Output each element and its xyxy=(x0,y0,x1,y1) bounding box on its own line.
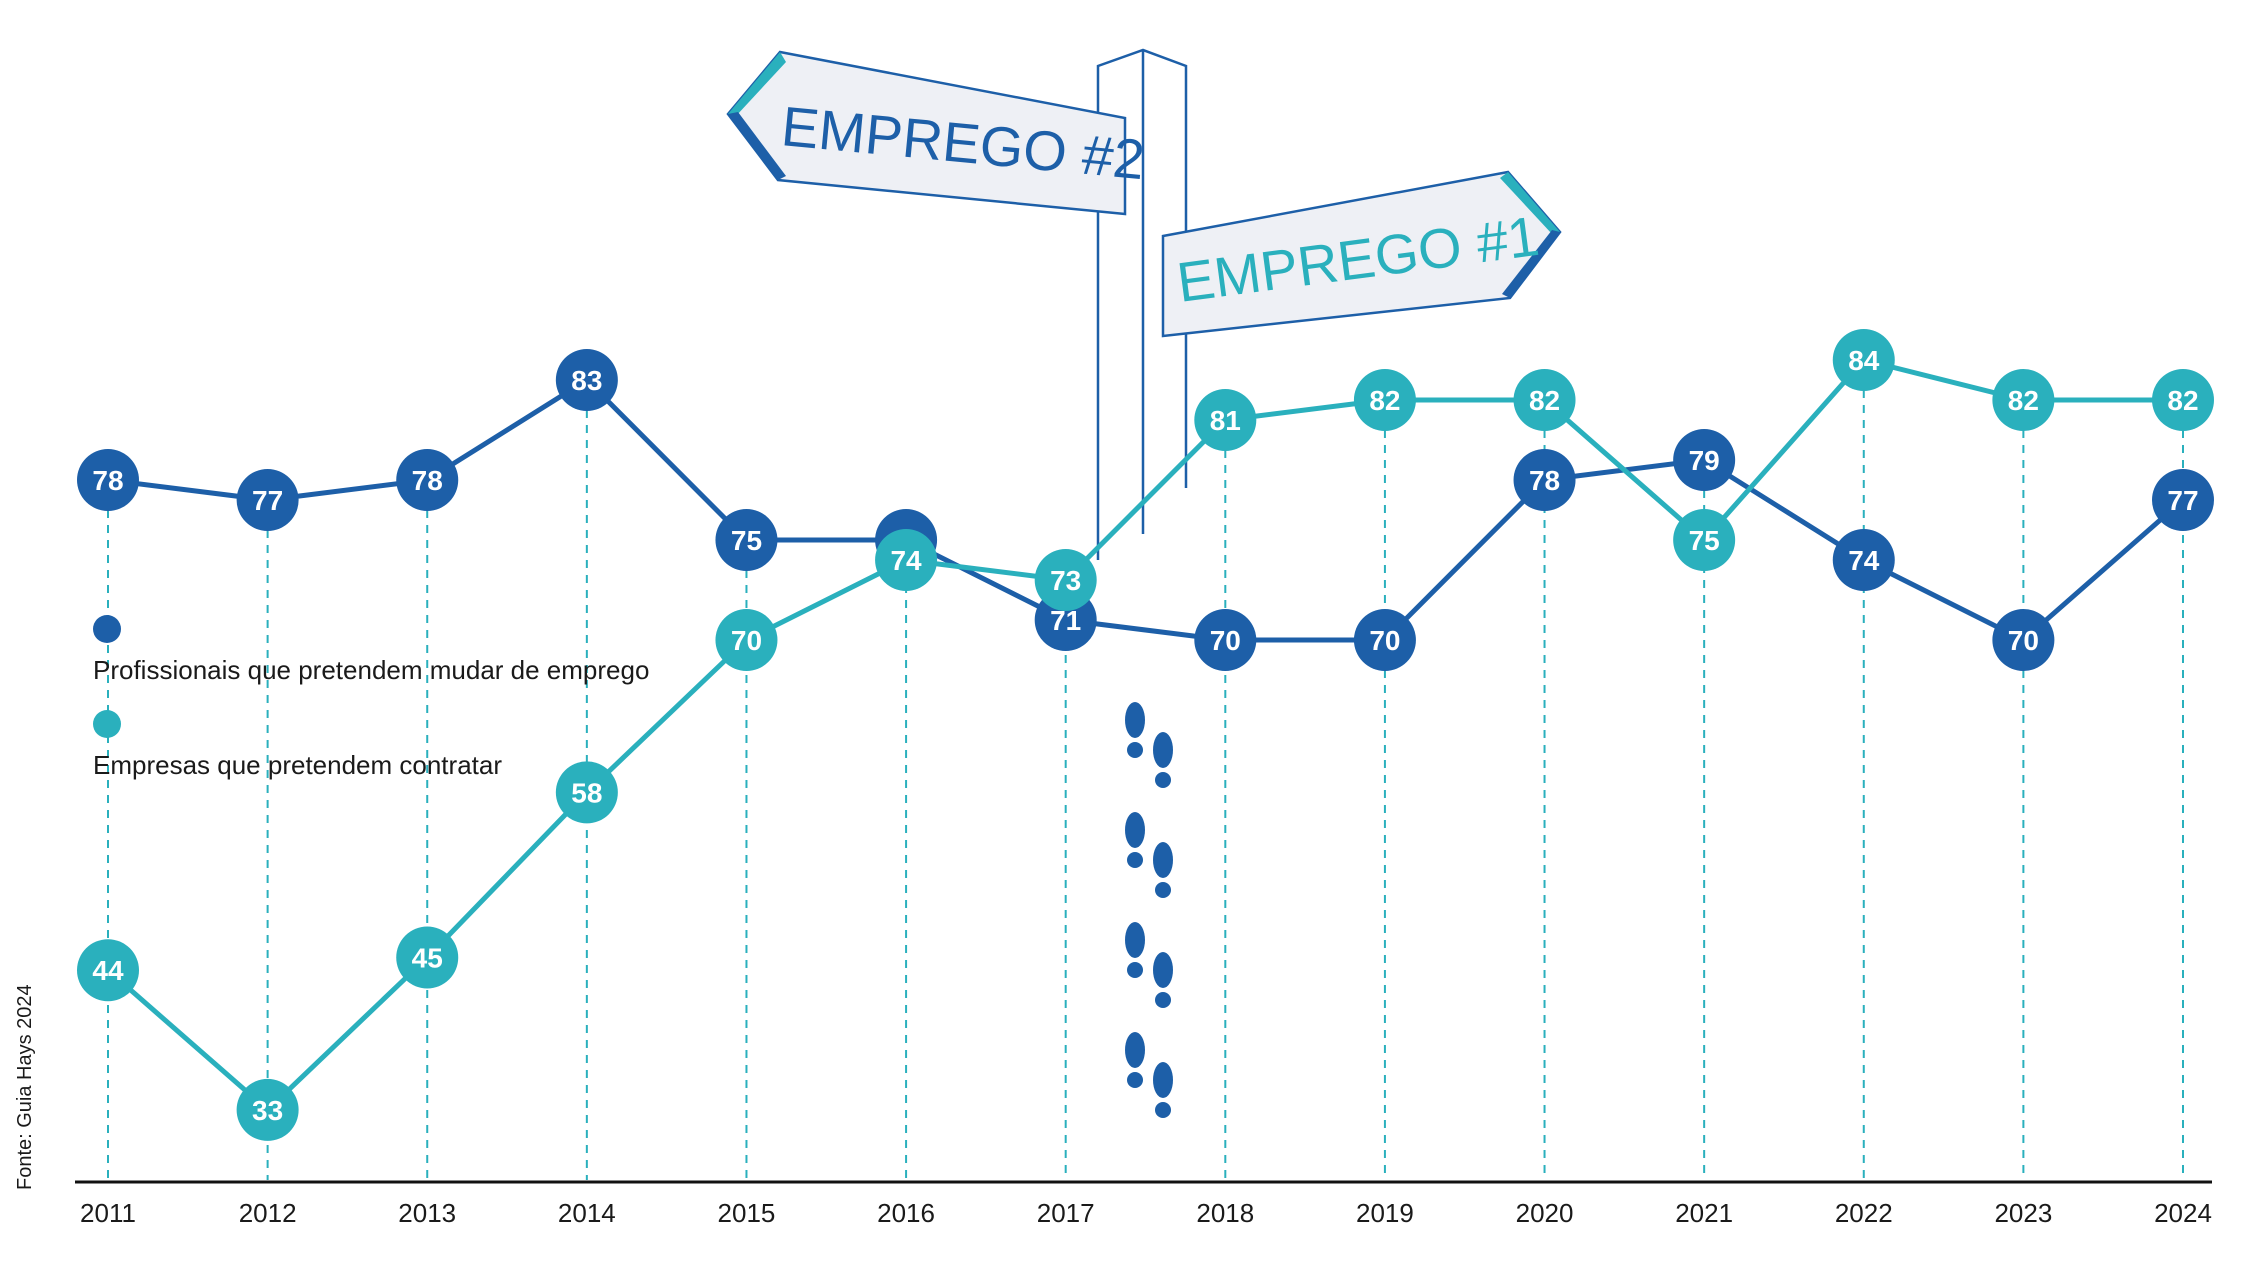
legend-dot-dark-blue xyxy=(93,615,121,643)
data-label: 70 xyxy=(1210,625,1241,656)
data-label: 75 xyxy=(731,525,762,556)
data-label: 78 xyxy=(1529,465,1560,496)
x-tick-label: 2022 xyxy=(1835,1198,1893,1228)
data-label: 44 xyxy=(92,955,124,986)
data-point xyxy=(1353,369,1416,431)
data-label: 70 xyxy=(2008,625,2039,656)
data-label: 74 xyxy=(890,545,922,576)
data-label: 70 xyxy=(731,625,762,656)
data-point xyxy=(77,449,139,511)
x-tick-labels: 2011 2012 2013 2014 2015 2016 2017 2018 2019 2020… xyxy=(80,1198,2212,1228)
data-point xyxy=(1034,549,1097,611)
data-point xyxy=(555,349,618,411)
data-label: 82 xyxy=(1369,385,1400,416)
x-tick-label: 2018 xyxy=(1196,1198,1254,1228)
data-label: 83 xyxy=(571,365,602,396)
data-point xyxy=(236,1078,299,1141)
series-line-0 xyxy=(107,377,2185,643)
data-point xyxy=(1673,429,1736,491)
data-point xyxy=(715,609,778,671)
data-label: 58 xyxy=(571,777,602,808)
data-point xyxy=(77,939,139,1002)
x-tick-label: 2012 xyxy=(239,1198,297,1228)
footprint xyxy=(1153,952,1173,1008)
x-tick-label: 2014 xyxy=(558,1198,616,1228)
signpost-pole xyxy=(1096,48,1188,560)
sign-emprego-1: EMPREGO #1 xyxy=(1161,170,1562,338)
data-point xyxy=(2152,469,2214,531)
x-tick-label: 2016 xyxy=(877,1198,935,1228)
legend-label: Profissionais que pretendem mudar de emp… xyxy=(93,655,650,685)
data-label: 79 xyxy=(1689,445,1720,476)
x-tick-label: 2024 xyxy=(2154,1198,2212,1228)
data-point xyxy=(1513,369,1576,431)
data-label: 75 xyxy=(1689,525,1720,556)
data-point xyxy=(1353,609,1416,671)
footprints-icon xyxy=(1125,702,1173,1118)
data-label: 45 xyxy=(412,943,443,974)
data-point xyxy=(1992,609,2055,671)
x-tick-label: 2015 xyxy=(718,1198,776,1228)
footprint xyxy=(1153,1062,1173,1118)
signpost-illustration: EMPREGO #2 EMPREGO #1 xyxy=(726,48,1562,560)
data-label: 82 xyxy=(2008,385,2039,416)
data-point xyxy=(236,469,299,531)
data-point xyxy=(2152,369,2214,431)
data-label: 82 xyxy=(2167,385,2198,416)
data-label: 78 xyxy=(412,465,443,496)
source-note: Fonte: Guia Hays 2024 xyxy=(14,984,36,1190)
data-point xyxy=(1194,609,1257,671)
data-label: 73 xyxy=(1050,565,1081,596)
x-tick-label: 2023 xyxy=(1994,1198,2052,1228)
footprint xyxy=(1125,812,1145,868)
sign-emprego-2: EMPREGO #2 xyxy=(726,50,1147,216)
x-tick-label: 2011 xyxy=(80,1198,136,1228)
data-label: 74 xyxy=(1848,545,1880,576)
footprint xyxy=(1153,732,1173,788)
data-point xyxy=(875,529,938,591)
footprint xyxy=(1153,842,1173,898)
x-tick-label: 2021 xyxy=(1675,1198,1733,1228)
legend-label: Empresas que pretendem contratar xyxy=(93,750,502,780)
x-tick-label: 2013 xyxy=(398,1198,456,1228)
footprint xyxy=(1125,1032,1145,1088)
series-line-1 xyxy=(106,357,2183,1113)
data-label: 70 xyxy=(1369,625,1400,656)
data-label: 77 xyxy=(2167,485,2198,516)
data-label: 84 xyxy=(1848,345,1880,376)
x-tick-label: 2019 xyxy=(1356,1198,1414,1228)
data-point xyxy=(1673,509,1736,571)
data-label: 82 xyxy=(1529,385,1560,416)
x-tick-label: 2020 xyxy=(1516,1198,1574,1228)
x-tick-label: 2017 xyxy=(1037,1198,1095,1228)
legend-dot-teal xyxy=(93,710,121,738)
series-lines xyxy=(106,357,2185,1113)
data-point xyxy=(1194,389,1257,451)
data-point xyxy=(555,761,618,824)
data-label: 77 xyxy=(252,485,283,516)
data-point xyxy=(396,926,459,989)
footprint xyxy=(1125,702,1145,758)
data-point xyxy=(396,449,459,511)
data-point xyxy=(1992,369,2055,431)
data-label: 33 xyxy=(252,1095,283,1126)
data-label: 81 xyxy=(1210,405,1241,436)
data-point xyxy=(1513,449,1576,511)
data-point xyxy=(1832,529,1895,591)
data-label: 78 xyxy=(92,465,123,496)
data-point xyxy=(1832,329,1895,391)
data-point xyxy=(715,509,778,571)
footprint xyxy=(1125,922,1145,978)
